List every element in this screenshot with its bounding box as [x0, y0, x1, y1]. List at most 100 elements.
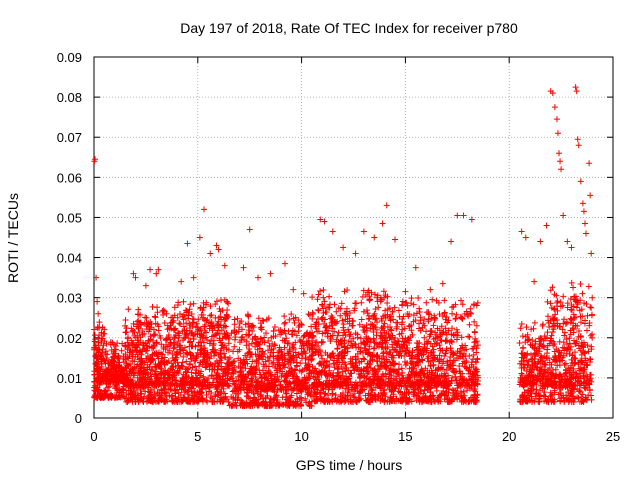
data-point	[179, 382, 186, 389]
data-point	[229, 360, 236, 367]
data-point	[117, 392, 124, 399]
data-point	[275, 327, 282, 334]
data-point	[202, 383, 209, 390]
data-point	[380, 288, 387, 295]
data-point	[180, 347, 187, 354]
data-point	[577, 281, 584, 288]
data-point	[108, 373, 115, 380]
data-point	[218, 363, 225, 370]
data-point	[209, 398, 216, 405]
data-point	[118, 347, 125, 354]
data-point	[167, 385, 174, 392]
data-point	[143, 398, 150, 405]
data-point	[217, 313, 224, 320]
data-point	[93, 346, 100, 353]
data-point	[193, 378, 200, 385]
data-point	[113, 382, 120, 389]
data-point	[189, 392, 196, 399]
data-point	[452, 373, 459, 380]
data-point	[522, 234, 529, 241]
data-point	[125, 397, 132, 404]
data-point	[134, 332, 141, 339]
data-point	[94, 298, 101, 305]
data-point	[518, 320, 525, 327]
data-point	[168, 360, 175, 367]
data-point	[107, 377, 114, 384]
plot-area-frame	[93, 56, 614, 419]
data-point	[134, 384, 141, 391]
data-point	[183, 358, 190, 365]
data-point	[408, 295, 415, 302]
data-point	[198, 346, 205, 353]
data-point	[216, 305, 223, 312]
data-point	[427, 286, 434, 293]
data-point	[449, 310, 456, 317]
data-point	[531, 319, 538, 326]
data-point	[143, 380, 150, 387]
data-point	[206, 340, 213, 347]
data-point	[326, 304, 333, 311]
data-point	[136, 347, 143, 354]
data-point	[537, 238, 544, 245]
data-point	[122, 351, 129, 358]
data-point	[130, 320, 137, 327]
data-point	[180, 298, 187, 305]
data-point	[145, 337, 152, 344]
data-point	[102, 348, 109, 355]
data-point	[204, 316, 211, 323]
data-point	[119, 340, 126, 347]
data-point	[201, 206, 208, 213]
data-point	[270, 327, 277, 334]
data-point	[207, 394, 214, 401]
data-point	[285, 328, 292, 335]
data-point	[246, 226, 253, 233]
data-point	[353, 300, 360, 307]
data-point	[458, 314, 465, 321]
data-point	[442, 316, 449, 323]
data-point	[566, 340, 573, 347]
data-point	[152, 314, 159, 321]
data-point	[190, 300, 197, 307]
data-point	[588, 304, 595, 311]
data-point	[560, 320, 567, 327]
data-point	[465, 333, 472, 340]
data-point	[170, 345, 177, 352]
data-point	[166, 347, 173, 354]
data-point	[282, 330, 289, 337]
data-point	[559, 344, 566, 351]
data-point	[91, 378, 98, 385]
data-point	[183, 320, 190, 327]
data-point	[228, 330, 235, 337]
data-point	[235, 373, 242, 380]
data-point	[161, 320, 168, 327]
data-point	[199, 307, 206, 314]
data-point	[155, 377, 162, 384]
data-point	[177, 310, 184, 317]
data-point	[160, 312, 167, 319]
data-point	[290, 344, 297, 351]
data-point	[589, 294, 596, 301]
data-point	[142, 314, 149, 321]
data-point	[261, 334, 268, 341]
data-point	[169, 392, 176, 399]
data-point	[134, 374, 141, 381]
data-point	[326, 293, 333, 300]
y-tick-label: 0.06	[57, 170, 82, 185]
data-point	[149, 367, 156, 374]
data-point	[125, 334, 132, 341]
data-point	[194, 389, 201, 396]
data-point	[200, 339, 207, 346]
data-point	[248, 351, 255, 358]
data-point	[395, 307, 402, 314]
data-point	[329, 228, 336, 235]
data-point	[169, 381, 176, 388]
data-point	[141, 359, 148, 366]
data-point	[544, 298, 551, 305]
data-point	[142, 374, 149, 381]
data-point	[240, 264, 247, 271]
data-point	[212, 349, 219, 356]
data-point	[344, 287, 351, 294]
data-point	[423, 328, 430, 335]
data-point	[548, 392, 555, 399]
data-point	[108, 356, 115, 363]
